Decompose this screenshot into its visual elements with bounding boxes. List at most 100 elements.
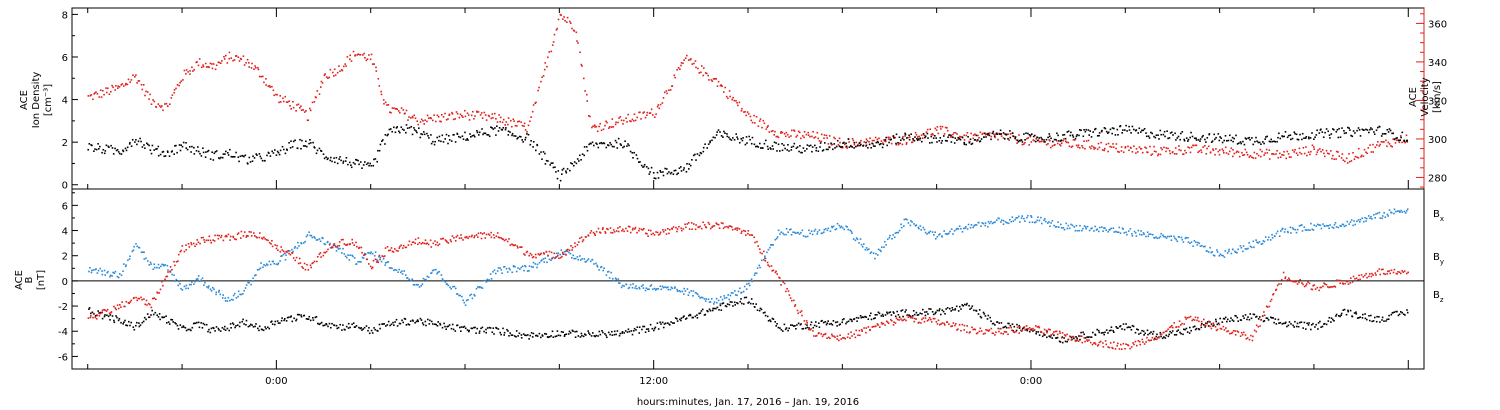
bz-point [356,245,358,248]
density-point [323,157,326,160]
bx-point [978,309,981,311]
velocity-point [1087,139,1090,142]
density-point [1070,131,1072,134]
by-point [406,277,409,279]
density-point [593,144,595,147]
bx-point [922,308,924,311]
density-point [1273,140,1275,143]
velocity-point [1358,147,1360,150]
bz-point [800,310,803,312]
by-point [188,283,191,286]
bx-point [1356,317,1359,319]
velocity-point [935,129,938,131]
bottom-time-ticks [87,360,1409,369]
bz-point [867,326,870,328]
bx-point [208,328,210,331]
density-point [1160,133,1162,136]
by-point [109,275,111,278]
bx-point [1048,335,1050,337]
bx-point [644,331,647,333]
velocity-point [814,136,817,138]
bx-point [590,335,593,337]
bz-point [717,223,720,226]
bz-point [940,323,942,325]
by-point [1170,235,1172,237]
by-point [711,298,713,300]
by-point [560,249,563,251]
bz-point [671,228,673,230]
by-point [1104,227,1106,229]
velocity-point [874,136,877,139]
density-point [1131,125,1134,128]
bz-point [537,253,540,255]
velocity-point [897,143,900,146]
by-point [112,271,114,274]
density-point [790,146,793,148]
velocity-point [1264,152,1266,154]
velocity-point [1007,133,1009,135]
by-point [933,234,935,236]
bx-point [1314,326,1316,328]
bz-point [1105,343,1108,346]
velocity-tick-label: 360 [1428,19,1447,30]
density-point [1352,130,1355,132]
velocity-point [1324,155,1326,158]
bx-point [422,323,425,326]
by-point [764,255,766,257]
bx-point [545,333,548,335]
by-point [1110,227,1112,230]
by-point [117,276,120,279]
velocity-point [268,85,271,87]
by-point [674,286,676,288]
bx-point [676,320,679,322]
by-point [608,277,611,279]
velocity-point [212,63,215,65]
density-point [559,179,562,182]
velocity-point [1094,147,1097,149]
density-point [1159,129,1162,132]
bz-point [411,241,414,243]
by-point [906,218,908,221]
density-point [585,146,588,148]
by-point [1166,235,1169,238]
bz-point [951,325,954,327]
density-point [357,159,359,162]
velocity-point [329,68,332,71]
density-point [1233,137,1235,140]
density-point [1206,137,1209,139]
by-point [268,260,271,263]
velocity-point [195,61,197,64]
bz-point [619,226,621,228]
bx-point [818,326,821,328]
density-point [259,155,262,158]
by-point [152,268,154,271]
bz-point [445,240,448,242]
density-tick-label: 8 [62,10,68,21]
bx-point [1136,328,1138,330]
bz-point [1145,341,1147,343]
bx-point [815,325,818,328]
velocity-point [791,129,793,132]
density-point [561,169,564,171]
velocity-point [1115,143,1118,145]
by-point [1086,225,1089,228]
bz-point [1018,332,1020,334]
bz-point [240,230,243,233]
density-point [1162,133,1165,136]
bx-point [171,319,174,321]
bx-point [764,314,767,317]
density-point [580,159,582,161]
bx-point [508,335,510,337]
by-point [265,263,268,265]
bz-point [383,255,386,257]
by-point [881,246,883,248]
bx-point [1104,331,1106,334]
bz-point [468,235,471,238]
bz-point [180,249,182,252]
by-point [471,297,474,300]
velocity-point [1369,144,1371,146]
velocity-point [459,113,462,116]
bx-point [525,334,528,337]
density-point [1225,140,1228,142]
bx-point [151,309,153,312]
